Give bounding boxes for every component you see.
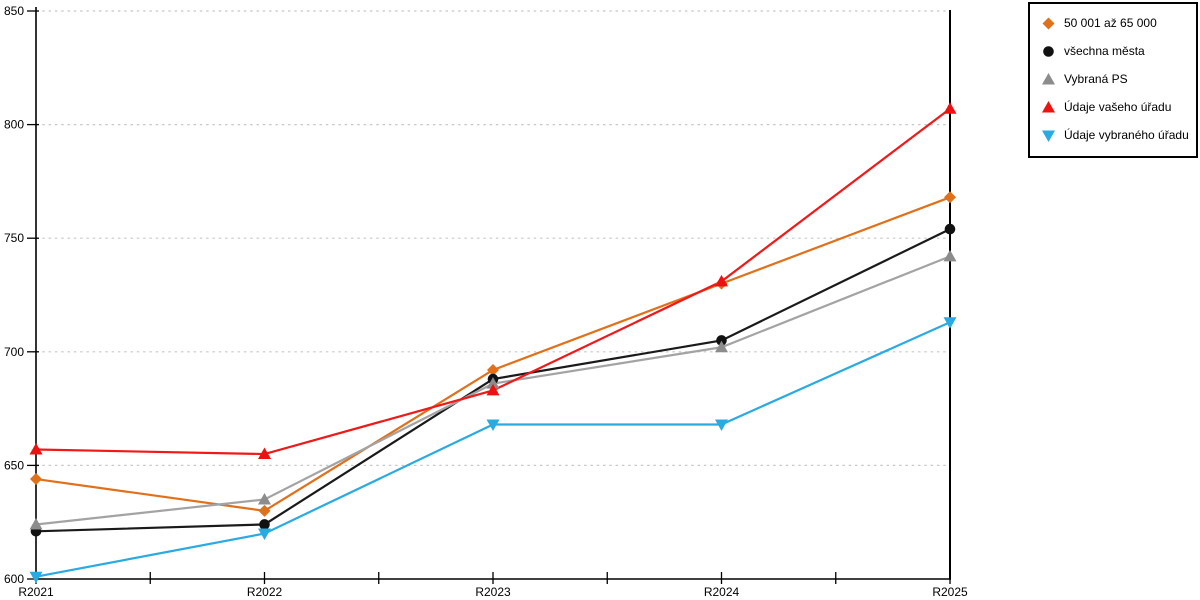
series-line-3: [35, 107, 951, 456]
series-markers-1: [30, 223, 956, 537]
legend-label: Údaje vašeho úřadu: [1064, 100, 1172, 114]
y-tick-label: 750: [4, 231, 24, 245]
series-markers-4: [29, 317, 957, 584]
chart-legend: 50 001 až 65 000 všechna města Vybraná PS Ú…: [1028, 2, 1198, 158]
legend-label: všechna města: [1064, 44, 1145, 58]
series-line-4: [35, 321, 951, 578]
triangle-down-icon: [1042, 130, 1055, 142]
legend-item-2: Vybraná PS: [1041, 65, 1188, 93]
x-tick-label: R2023: [475, 585, 511, 599]
series-markers-2: [29, 249, 957, 530]
x-tick-label: R2024: [704, 585, 740, 599]
x-tick-label: R2021: [18, 585, 54, 599]
legend-label: Vybraná PS: [1064, 72, 1128, 86]
legend-item-0: 50 001 až 65 000: [1041, 9, 1188, 37]
series-markers-3: [29, 102, 957, 460]
y-axis-ticks: 600 650 700 750 800 850: [4, 4, 39, 586]
axes: [35, 7, 951, 580]
legend-label: 50 001 až 65 000: [1064, 16, 1157, 30]
y-tick-label: 600: [4, 572, 24, 586]
gridlines: [36, 10, 950, 466]
series-line-0: [35, 196, 951, 512]
triangle-up-icon: [1042, 100, 1055, 112]
legend-item-4: Údaje vybraného úřadu: [1041, 121, 1189, 149]
series-markers-0: [30, 191, 956, 517]
legend-item-3: Údaje vašeho úřadu: [1041, 93, 1188, 121]
legend-item-1: všechna města: [1041, 37, 1188, 65]
x-tick-label: R2022: [247, 585, 283, 599]
y-tick-label: 700: [4, 345, 24, 359]
circle-icon: [1043, 45, 1054, 57]
x-tick-label: R2025: [932, 585, 968, 599]
triangle-up-icon: [1042, 72, 1055, 84]
diamond-icon: [1042, 17, 1055, 29]
y-tick-label: 850: [4, 4, 24, 18]
y-tick-label: 650: [4, 458, 24, 472]
x-axis-ticks: R2021 R2022 R2023 R2024 R2025: [18, 572, 968, 599]
y-tick-label: 800: [4, 118, 24, 132]
legend-label: Údaje vybraného úřadu: [1064, 128, 1189, 142]
